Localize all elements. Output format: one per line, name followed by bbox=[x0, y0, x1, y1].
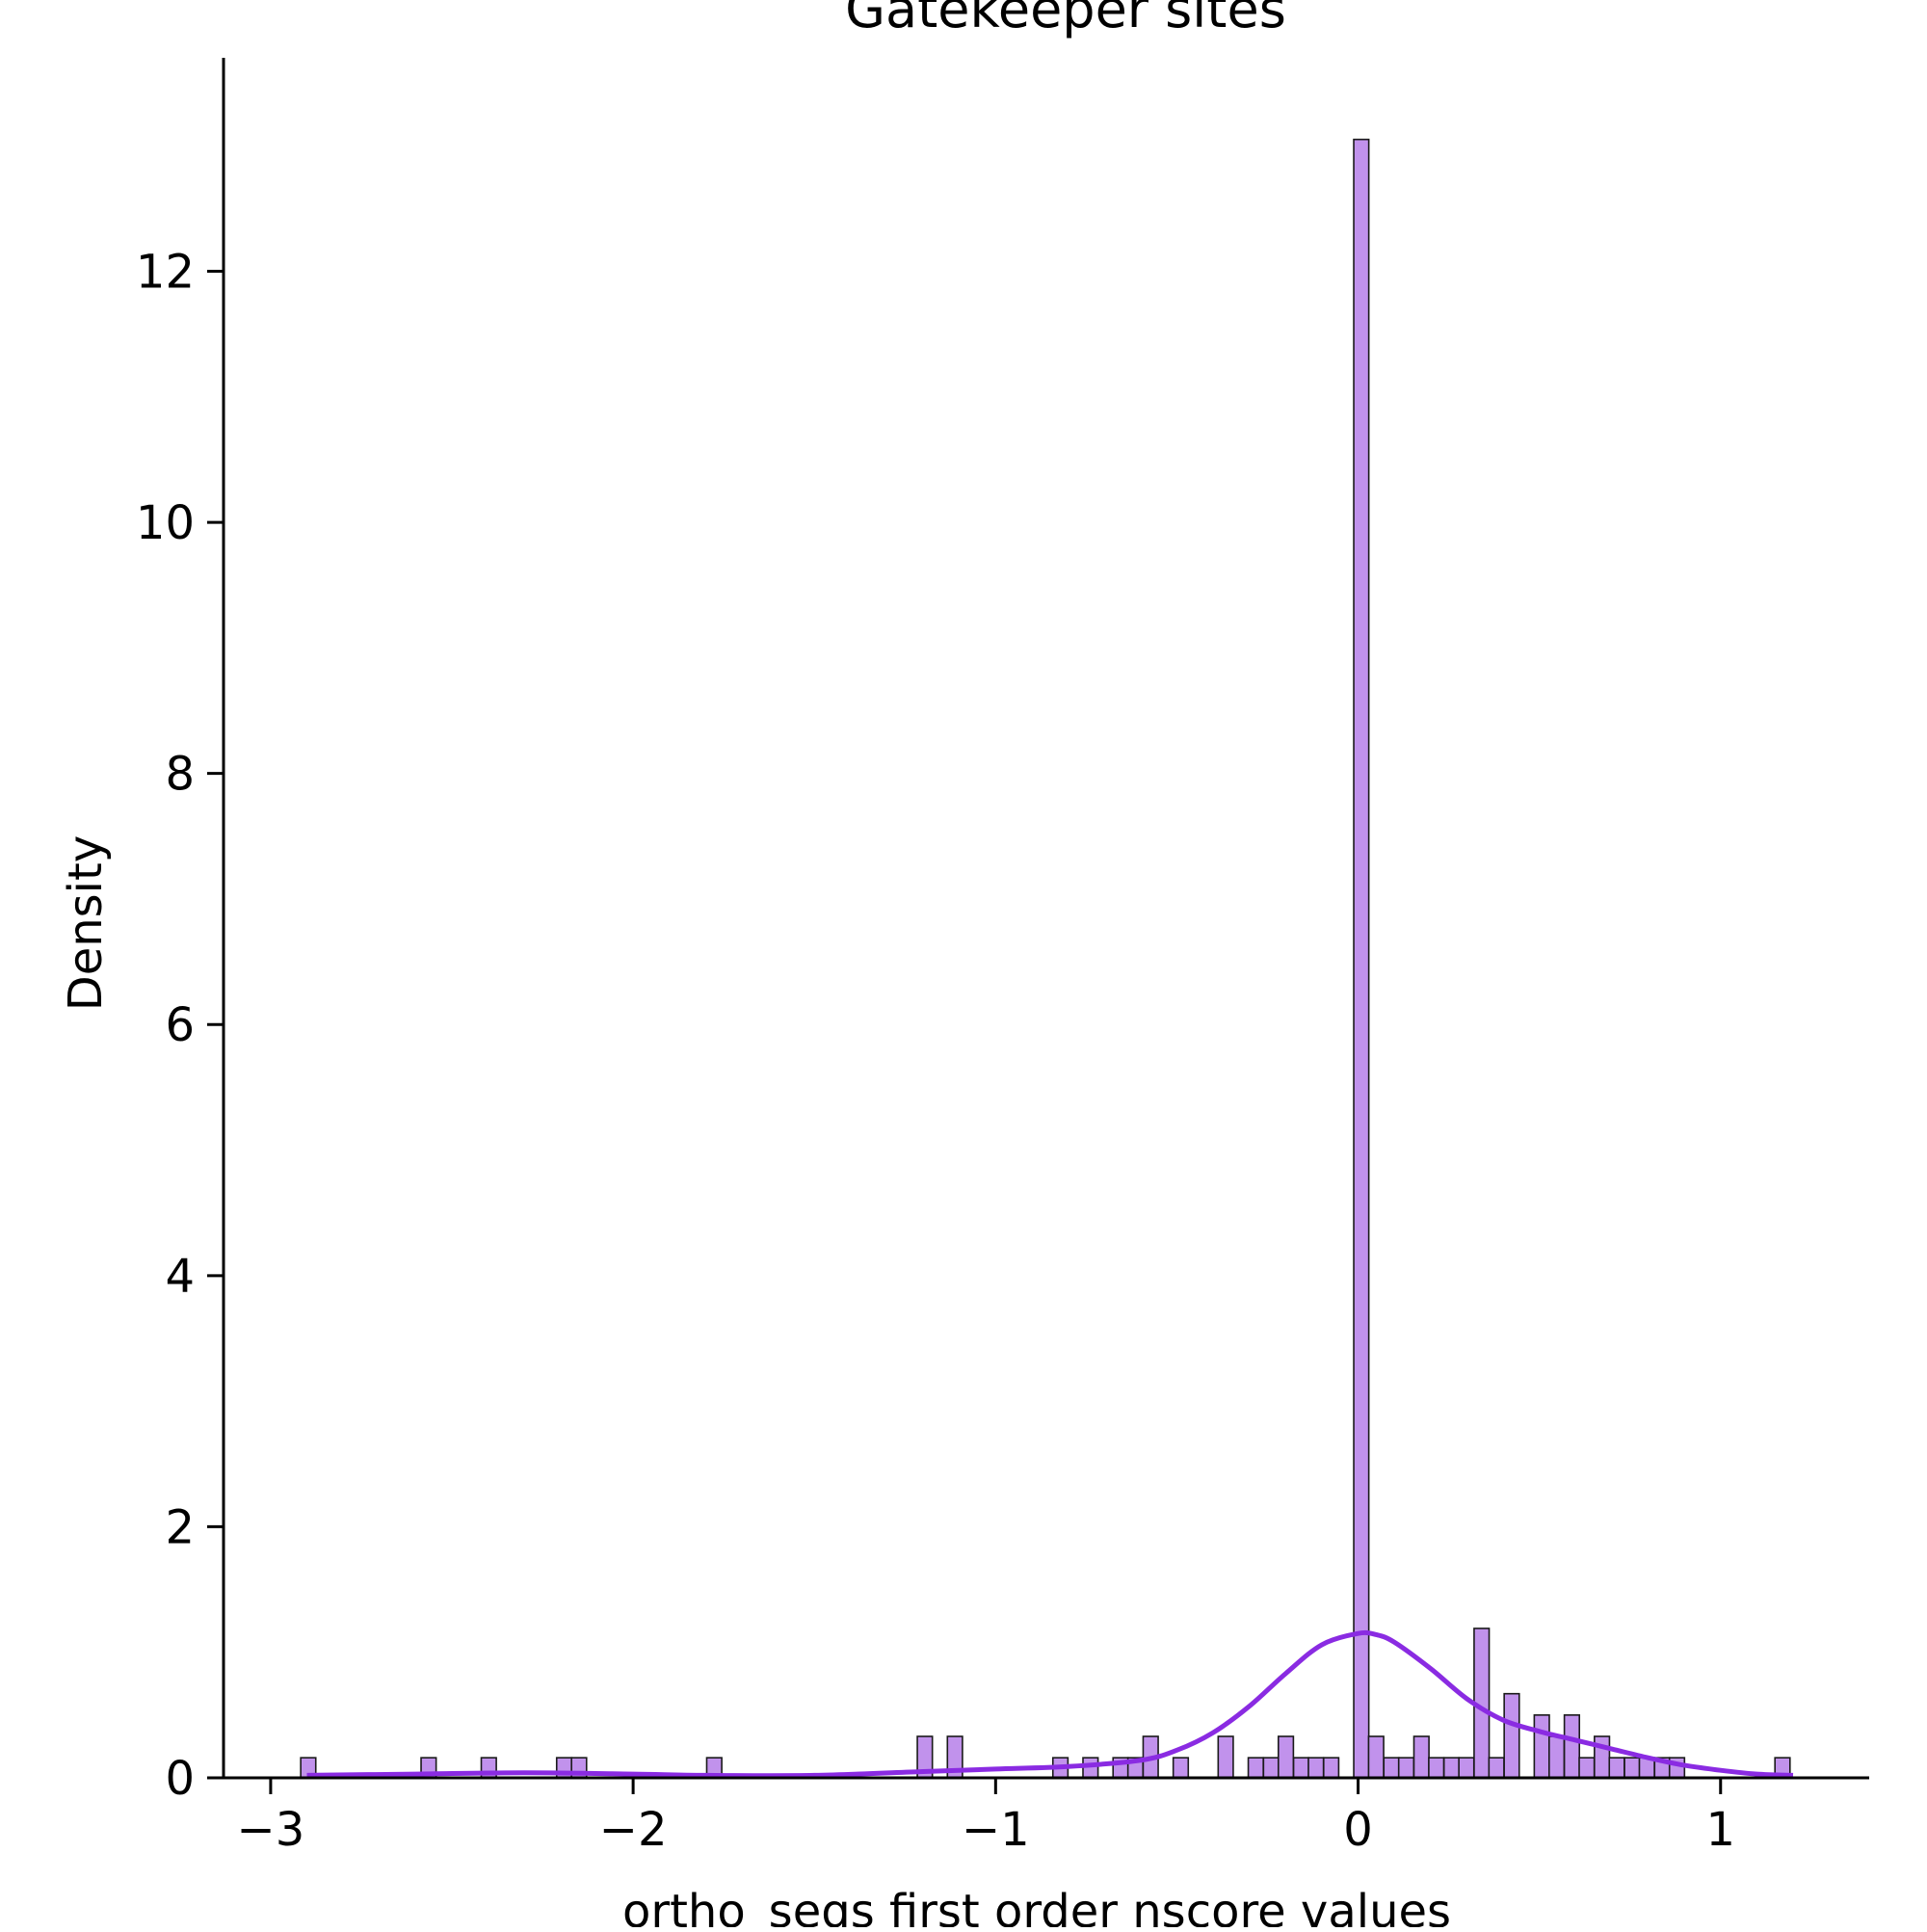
histogram-bar bbox=[1578, 1757, 1596, 1779]
histogram-bar bbox=[1292, 1757, 1309, 1779]
histogram-bar bbox=[1442, 1757, 1461, 1779]
histogram-bar bbox=[1172, 1757, 1190, 1779]
histogram-bar bbox=[1383, 1757, 1400, 1779]
x-tick-label: −1 bbox=[962, 1803, 1030, 1857]
y-ticks: 0 2 4 6 8 10 12 bbox=[136, 245, 224, 1806]
histogram-bar bbox=[1262, 1757, 1280, 1779]
histogram-bar bbox=[1594, 1735, 1611, 1779]
y-tick-label: 4 bbox=[165, 1250, 195, 1304]
histogram-bar bbox=[1397, 1757, 1415, 1779]
histogram-bar bbox=[1367, 1735, 1385, 1779]
histogram-bar bbox=[1323, 1757, 1340, 1779]
y-tick-label: 10 bbox=[136, 496, 195, 550]
y-tick-label: 6 bbox=[165, 998, 195, 1052]
histogram-bar bbox=[1623, 1757, 1641, 1779]
y-tick-label: 2 bbox=[165, 1500, 195, 1554]
x-tick-label: −2 bbox=[599, 1803, 668, 1857]
histogram-bar bbox=[1412, 1735, 1430, 1779]
x-axis-label: ortho_seqs first order nscore values bbox=[622, 1885, 1451, 1927]
histogram-bar bbox=[1563, 1714, 1581, 1779]
y-tick-label: 8 bbox=[165, 748, 195, 802]
histogram-bar bbox=[1428, 1757, 1445, 1779]
x-ticks: −3 −2 −1 0 1 bbox=[237, 1778, 1735, 1857]
histogram-bar bbox=[1503, 1692, 1520, 1779]
axes bbox=[222, 58, 1869, 1780]
x-tick-label: −3 bbox=[237, 1803, 305, 1857]
histogram-bar bbox=[1353, 138, 1370, 1779]
y-tick-label: 12 bbox=[136, 245, 195, 299]
histogram-bar bbox=[1548, 1735, 1566, 1779]
y-axis-label: Density bbox=[59, 835, 113, 1011]
histogram-bar bbox=[1307, 1757, 1325, 1779]
histogram-bar bbox=[1458, 1757, 1475, 1779]
histogram-bar bbox=[1247, 1757, 1264, 1779]
histogram-bar bbox=[1488, 1757, 1505, 1779]
chart-title: Gatekeeper sites bbox=[845, 0, 1286, 40]
y-tick-label: 0 bbox=[165, 1752, 195, 1806]
histogram-bar bbox=[1217, 1735, 1234, 1779]
histogram-bar bbox=[1533, 1714, 1550, 1779]
histogram-bar bbox=[1608, 1757, 1625, 1779]
x-tick-label: 1 bbox=[1705, 1803, 1735, 1857]
kde-curve bbox=[306, 1629, 1794, 1779]
kde-curve-layer bbox=[306, 1629, 1794, 1779]
x-tick-label: 0 bbox=[1343, 1803, 1373, 1857]
histogram-bars bbox=[300, 138, 1791, 1779]
histogram-bar bbox=[1277, 1735, 1295, 1779]
